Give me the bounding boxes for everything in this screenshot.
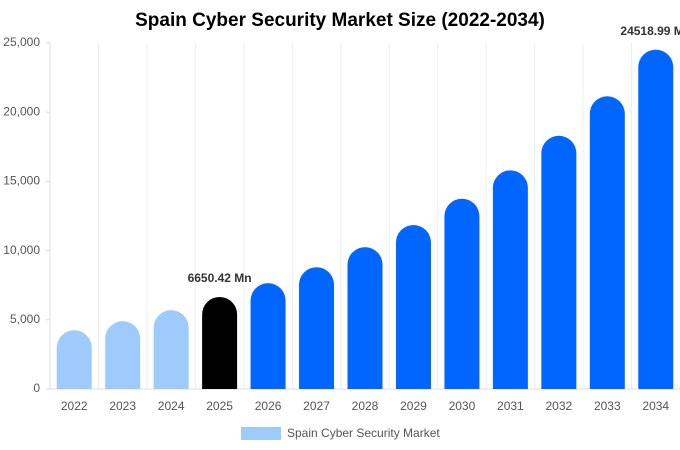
x-tick-label: 2027 <box>303 399 330 413</box>
bar <box>202 296 238 389</box>
bar <box>395 224 431 389</box>
data-label: 24518.99 Mn <box>620 24 680 38</box>
bar <box>347 247 383 389</box>
x-tick-label: 2034 <box>642 399 669 413</box>
legend-swatch <box>241 427 281 440</box>
chart-title: Spain Cyber Security Market Size (2022-2… <box>135 10 545 31</box>
y-tick-label: 20,000 <box>3 104 40 118</box>
y-tick-label: 15,000 <box>3 174 40 188</box>
bar <box>589 96 625 389</box>
legend-label: Spain Cyber Security Market <box>287 426 440 440</box>
bar <box>299 267 335 389</box>
y-tick-label: 25,000 <box>3 35 40 49</box>
x-tick-label: 2030 <box>449 399 476 413</box>
data-label: 6650.42 Mn <box>188 271 252 285</box>
y-tick-label: 5,000 <box>10 312 40 326</box>
bar <box>444 198 480 389</box>
bar <box>153 310 189 389</box>
y-tick-label: 0 <box>33 381 40 395</box>
x-tick-label: 2029 <box>400 399 427 413</box>
bar <box>105 321 141 389</box>
y-tick-label: 10,000 <box>3 243 40 257</box>
x-tick-label: 2022 <box>61 399 88 413</box>
bar <box>56 330 92 389</box>
x-tick-label: 2024 <box>158 399 185 413</box>
x-tick-label: 2031 <box>497 399 524 413</box>
x-tick-label: 2032 <box>545 399 572 413</box>
x-tick-label: 2026 <box>255 399 282 413</box>
bar <box>541 135 577 389</box>
x-tick-label: 2025 <box>206 399 233 413</box>
bar <box>492 170 528 389</box>
x-tick-label: 2033 <box>594 399 621 413</box>
bar <box>638 49 674 390</box>
x-tick-label: 2023 <box>109 399 136 413</box>
x-tick-label: 2028 <box>352 399 379 413</box>
bar <box>250 283 286 389</box>
